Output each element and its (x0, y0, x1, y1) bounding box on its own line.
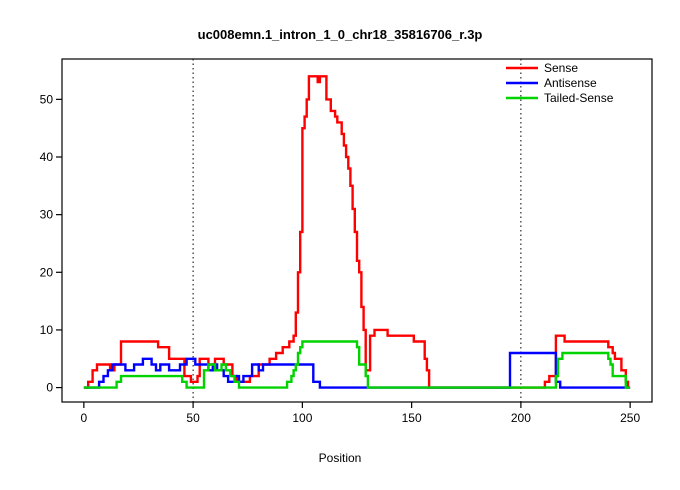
x-tick-label: 150 (402, 411, 422, 425)
y-tick-label: 0 (46, 381, 53, 395)
y-tick-label: 50 (40, 92, 54, 106)
legend-label: Antisense (544, 76, 597, 90)
plot-border (61, 58, 653, 403)
x-tick-label: 200 (511, 411, 531, 425)
y-tick-label: 10 (40, 323, 54, 337)
y-tick-label: 40 (40, 150, 54, 164)
y-tick-label: 30 (40, 208, 54, 222)
chart-title: uc008emn.1_intron_1_0_chr18_35816706_r.3… (197, 27, 483, 42)
legend-label: Sense (544, 61, 578, 75)
series-line-antisense (83, 351, 631, 389)
legend-item-sense: Sense (506, 61, 578, 75)
x-tick-label: 100 (292, 411, 312, 425)
series-line-tailed-sense (83, 340, 631, 389)
x-axis-label: Position (318, 451, 362, 465)
x-tick-label: 0 (81, 411, 88, 425)
legend-item-tailed-sense: Tailed-Sense (506, 91, 614, 105)
legend-item-antisense: Antisense (506, 76, 597, 90)
y-tick-label: 20 (40, 265, 54, 279)
x-tick-label: 50 (186, 411, 200, 425)
x-tick-label: 250 (620, 411, 640, 425)
legend-label: Tailed-Sense (544, 91, 614, 105)
plot-area: 0 50 100 150 200 250 0 10 20 30 40 50 SenseAntisense… (40, 58, 653, 425)
